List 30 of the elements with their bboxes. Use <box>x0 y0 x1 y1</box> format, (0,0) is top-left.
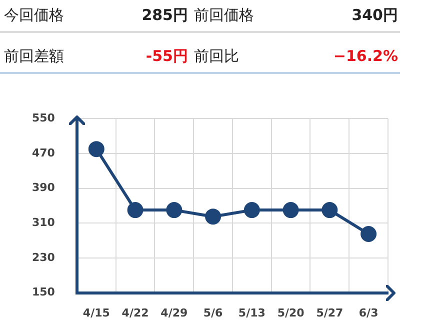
point <box>282 202 299 218</box>
y-tick-label: 150 <box>32 286 56 299</box>
x-tick-label: 6/3 <box>358 306 378 320</box>
point <box>205 208 222 225</box>
text: −16.2% <box>312 41 400 74</box>
point <box>322 202 338 218</box>
y-tick-label: 230 <box>32 250 56 264</box>
text: 340円 <box>312 0 400 33</box>
y-tick-label: 310 <box>32 216 56 229</box>
x-tick-label: 5/13 <box>238 306 266 320</box>
text: -55円 <box>106 41 190 74</box>
x-tick-label: 5/27 <box>316 306 344 320</box>
text: 前回差額 <box>0 41 106 74</box>
text: 285円 <box>106 0 190 33</box>
x-tick-label: 5/6 <box>203 306 224 320</box>
point <box>360 226 377 242</box>
point <box>244 202 260 218</box>
point <box>166 202 182 218</box>
x-tick-label: 4/29 <box>160 306 188 320</box>
y-tick-label: 550 <box>32 111 56 124</box>
y-tick-label: 390 <box>32 181 56 194</box>
x-tick-label: 5/20 <box>277 306 305 320</box>
x-tick-label: 4/15 <box>82 306 110 320</box>
text: 前回比 <box>190 41 312 74</box>
point <box>127 202 144 218</box>
text: 前回価格 <box>190 0 312 33</box>
y-tick-label: 470 <box>32 146 56 160</box>
x-tick-label: 4/22 <box>122 306 149 320</box>
point <box>88 141 104 158</box>
text: 今回価格 <box>0 0 106 33</box>
